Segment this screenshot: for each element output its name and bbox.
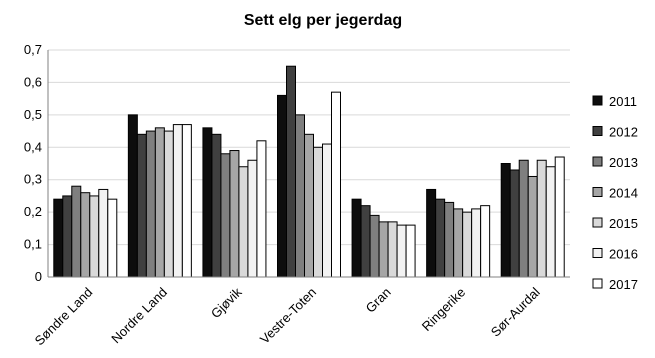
bar-2012	[435, 198, 446, 278]
bar-2011	[500, 163, 511, 278]
y-tick-label: 0,3	[24, 172, 42, 187]
bar-2015	[313, 146, 323, 278]
bar-2013	[295, 114, 305, 278]
bar-2014	[453, 208, 464, 278]
bar-2016	[172, 124, 183, 278]
y-tick-label: 0,5	[24, 107, 42, 122]
legend-swatch	[592, 278, 603, 289]
legend-swatch	[592, 187, 603, 197]
bar-2016	[471, 208, 482, 278]
y-tick-label: 0,6	[24, 74, 42, 89]
legend-swatch	[592, 156, 603, 167]
bar-2015	[387, 221, 398, 278]
x-axis: Søndre Land Nordre Land Gjøvik Vestre-Toten…	[32, 276, 570, 349]
legend-label: 2016	[609, 247, 638, 262]
bar-2014	[154, 127, 165, 278]
chart-title: Sett elg per jegerdag	[244, 12, 402, 29]
bar-2017	[256, 140, 267, 278]
y-tick-label: 0	[35, 269, 42, 284]
bar-2012	[509, 169, 520, 278]
bar-2011	[277, 94, 287, 278]
bar-2017	[480, 205, 491, 278]
legend-label: 2014	[609, 186, 638, 201]
bar-2011	[351, 198, 362, 278]
bar-2011	[202, 127, 213, 278]
bar-2012	[62, 195, 73, 278]
y-tick-label: 0,2	[24, 204, 42, 219]
bar-2011	[127, 114, 138, 278]
legend-label: 2012	[609, 125, 638, 140]
bar-2017	[107, 198, 118, 278]
bar-2017	[181, 124, 192, 278]
x-category-label: Nordre Land	[108, 285, 170, 347]
bar-2013	[71, 185, 82, 278]
bar-2015	[536, 159, 547, 278]
bar-2014	[527, 175, 538, 278]
bar-2013	[369, 214, 380, 278]
bar-2012	[136, 133, 147, 278]
bar-2011	[426, 188, 437, 278]
bar-2012	[286, 65, 296, 278]
legend-label: 2015	[609, 216, 638, 231]
bar-2014	[80, 192, 91, 278]
legend: 2011 2012 2013 2014 2015 2016 2017	[592, 94, 638, 292]
bar-2014	[378, 221, 389, 278]
bar-2012	[211, 133, 222, 278]
x-category-label: Sør-Aurdal	[488, 284, 543, 339]
bar-2017	[554, 156, 565, 278]
bar-2016	[322, 143, 332, 278]
bar-2014	[304, 133, 314, 278]
legend-label: 2017	[609, 277, 638, 292]
bar-2015	[462, 211, 473, 278]
bars	[53, 65, 565, 278]
bar-2013	[444, 201, 455, 278]
x-category-label: Søndre Land	[32, 285, 96, 349]
bar-2016	[396, 224, 407, 278]
legend-swatch	[592, 126, 603, 136]
bar-2011	[53, 198, 64, 278]
bar-2013	[145, 130, 156, 278]
legend-swatch	[592, 95, 603, 106]
x-category-label: Gran	[363, 285, 394, 316]
bar-2014	[229, 150, 240, 278]
bar-2016	[247, 159, 258, 278]
bar-2013	[220, 153, 231, 278]
bar-2015	[89, 195, 100, 278]
bar-2015	[238, 166, 249, 278]
legend-swatch	[592, 248, 603, 258]
bar-2015	[163, 130, 174, 278]
bar-2016	[545, 166, 556, 278]
bar-2017	[405, 224, 416, 278]
y-tick-label: 0,1	[24, 237, 42, 252]
y-tick-label: 0,7	[24, 42, 42, 57]
legend-label: 2011	[609, 94, 637, 109]
bar-2016	[98, 188, 109, 278]
bar-2013	[518, 159, 529, 278]
bar-2012	[360, 205, 371, 278]
legend-label: 2013	[609, 155, 638, 170]
y-tick-label: 0,4	[24, 139, 42, 154]
x-category-label: Vestre-Toten	[257, 285, 319, 347]
legend-swatch	[592, 217, 603, 228]
x-category-label: Gjøvik	[208, 284, 245, 321]
x-category-label: Ringerike	[419, 285, 468, 334]
y-axis: 0 0,1 0,2 0,3 0,4 0,5 0,6 0,7	[24, 42, 49, 284]
bar-2017	[331, 91, 341, 278]
